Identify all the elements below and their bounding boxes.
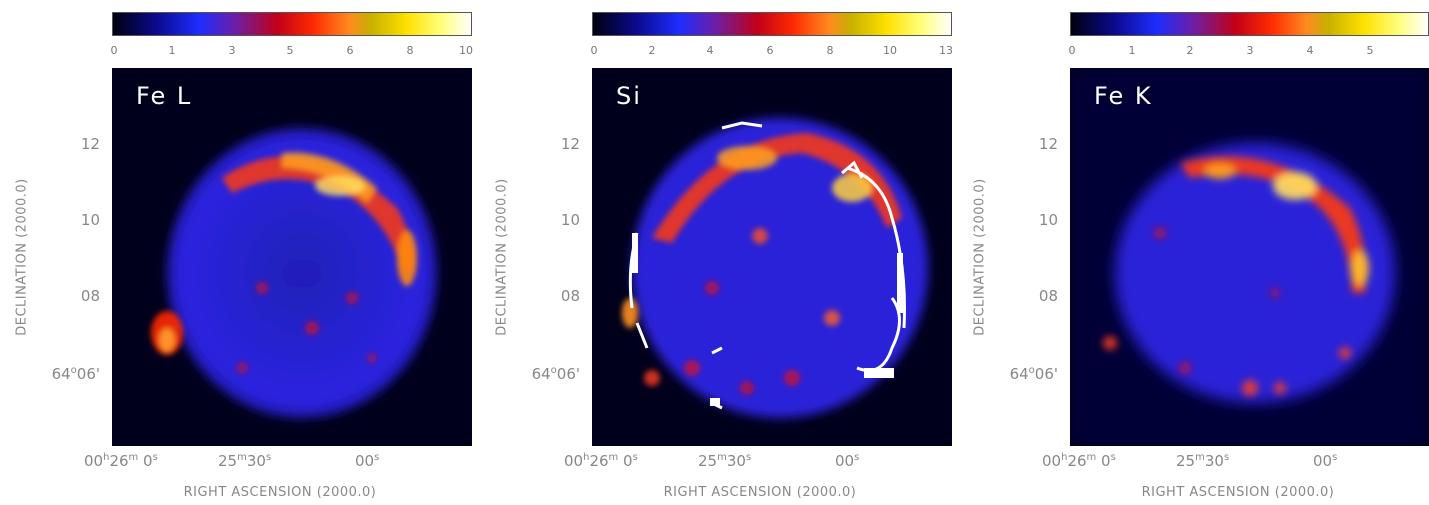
x-tick: 00h26m 0s [564, 452, 638, 470]
y-axis-label: DECLINATION (2000.0) [972, 178, 988, 336]
colorbar-tick: 6 [346, 44, 354, 57]
panel-label: Fe K [1094, 82, 1153, 110]
colorbar-tick: 1 [168, 44, 176, 57]
colorbar-tick: 0 [110, 44, 118, 57]
xray-image-fe-k: Fe K [1070, 68, 1429, 446]
y-tick: 12 [1038, 135, 1058, 153]
y-tick-dec: 64o06' [531, 365, 580, 383]
colorbar-tick: 3 [228, 44, 236, 57]
remnant-map [622, 118, 928, 418]
panel-fe-k: 0 1 2 3 4 5 F [958, 0, 1429, 505]
colorbar-tick: 3 [1246, 44, 1254, 57]
panel-label: Si [616, 82, 642, 110]
x-tick: 25m30s [1176, 452, 1230, 470]
colorbar [592, 12, 952, 36]
x-tick: 00h26m 0s [84, 452, 158, 470]
colorbar-tick: 0 [590, 44, 598, 57]
y-tick: 12 [80, 135, 100, 153]
y-tick: 08 [1038, 287, 1058, 305]
colorbar-tick: 10 [883, 44, 897, 57]
colorbar-tick: 1 [1128, 44, 1136, 57]
xray-image-fe-l: Fe L [112, 68, 472, 446]
x-tick: 00h26m 0s [1042, 452, 1116, 470]
y-tick: 10 [1038, 211, 1058, 229]
y-tick: 08 [80, 287, 100, 305]
colorbar-tick: 0 [1068, 44, 1076, 57]
panel-label: Fe L [136, 82, 193, 110]
x-tick: 00s [355, 452, 380, 470]
y-tick: 10 [560, 211, 580, 229]
x-axis-label: RIGHT ASCENSION (2000.0) [183, 485, 377, 500]
x-axis-label: RIGHT ASCENSION (2000.0) [663, 485, 857, 500]
colorbar-tick: 2 [648, 44, 656, 57]
colorbar-tick: 6 [766, 44, 774, 57]
colorbar-tick: 5 [286, 44, 294, 57]
x-axis-label: RIGHT ASCENSION (2000.0) [1141, 485, 1335, 500]
panel-fe-l: 0 1 3 5 6 8 10 [0, 0, 473, 505]
remnant-map [1070, 68, 1429, 446]
y-tick: 12 [560, 135, 580, 153]
remnant-map [151, 128, 437, 418]
colorbar-tick: 2 [1186, 44, 1194, 57]
colorbar-tick: 8 [826, 44, 834, 57]
y-tick: 08 [560, 287, 580, 305]
colorbar-tick: 4 [1306, 44, 1314, 57]
y-tick: 10 [80, 211, 100, 229]
y-tick-dec: 64o06' [1009, 365, 1058, 383]
xray-image-si: Si [592, 68, 952, 446]
colorbar [1070, 12, 1429, 36]
colorbar-tick: 4 [706, 44, 714, 57]
x-tick: 00s [1313, 452, 1338, 470]
colorbar [112, 12, 472, 36]
panel-si: 0 2 4 6 8 10 13 [480, 0, 953, 505]
colorbar-tick: 13 [939, 44, 953, 57]
colorbar-tick: 5 [1366, 44, 1374, 57]
x-tick: 25m30s [698, 452, 752, 470]
x-tick: 25m30s [218, 452, 272, 470]
colorbar-tick: 8 [406, 44, 414, 57]
y-tick-dec: 64o06' [51, 365, 100, 383]
x-tick: 00s [835, 452, 860, 470]
y-axis-label: DECLINATION (2000.0) [14, 178, 30, 336]
y-axis-label: DECLINATION (2000.0) [494, 178, 510, 336]
colorbar-tick: 10 [459, 44, 473, 57]
